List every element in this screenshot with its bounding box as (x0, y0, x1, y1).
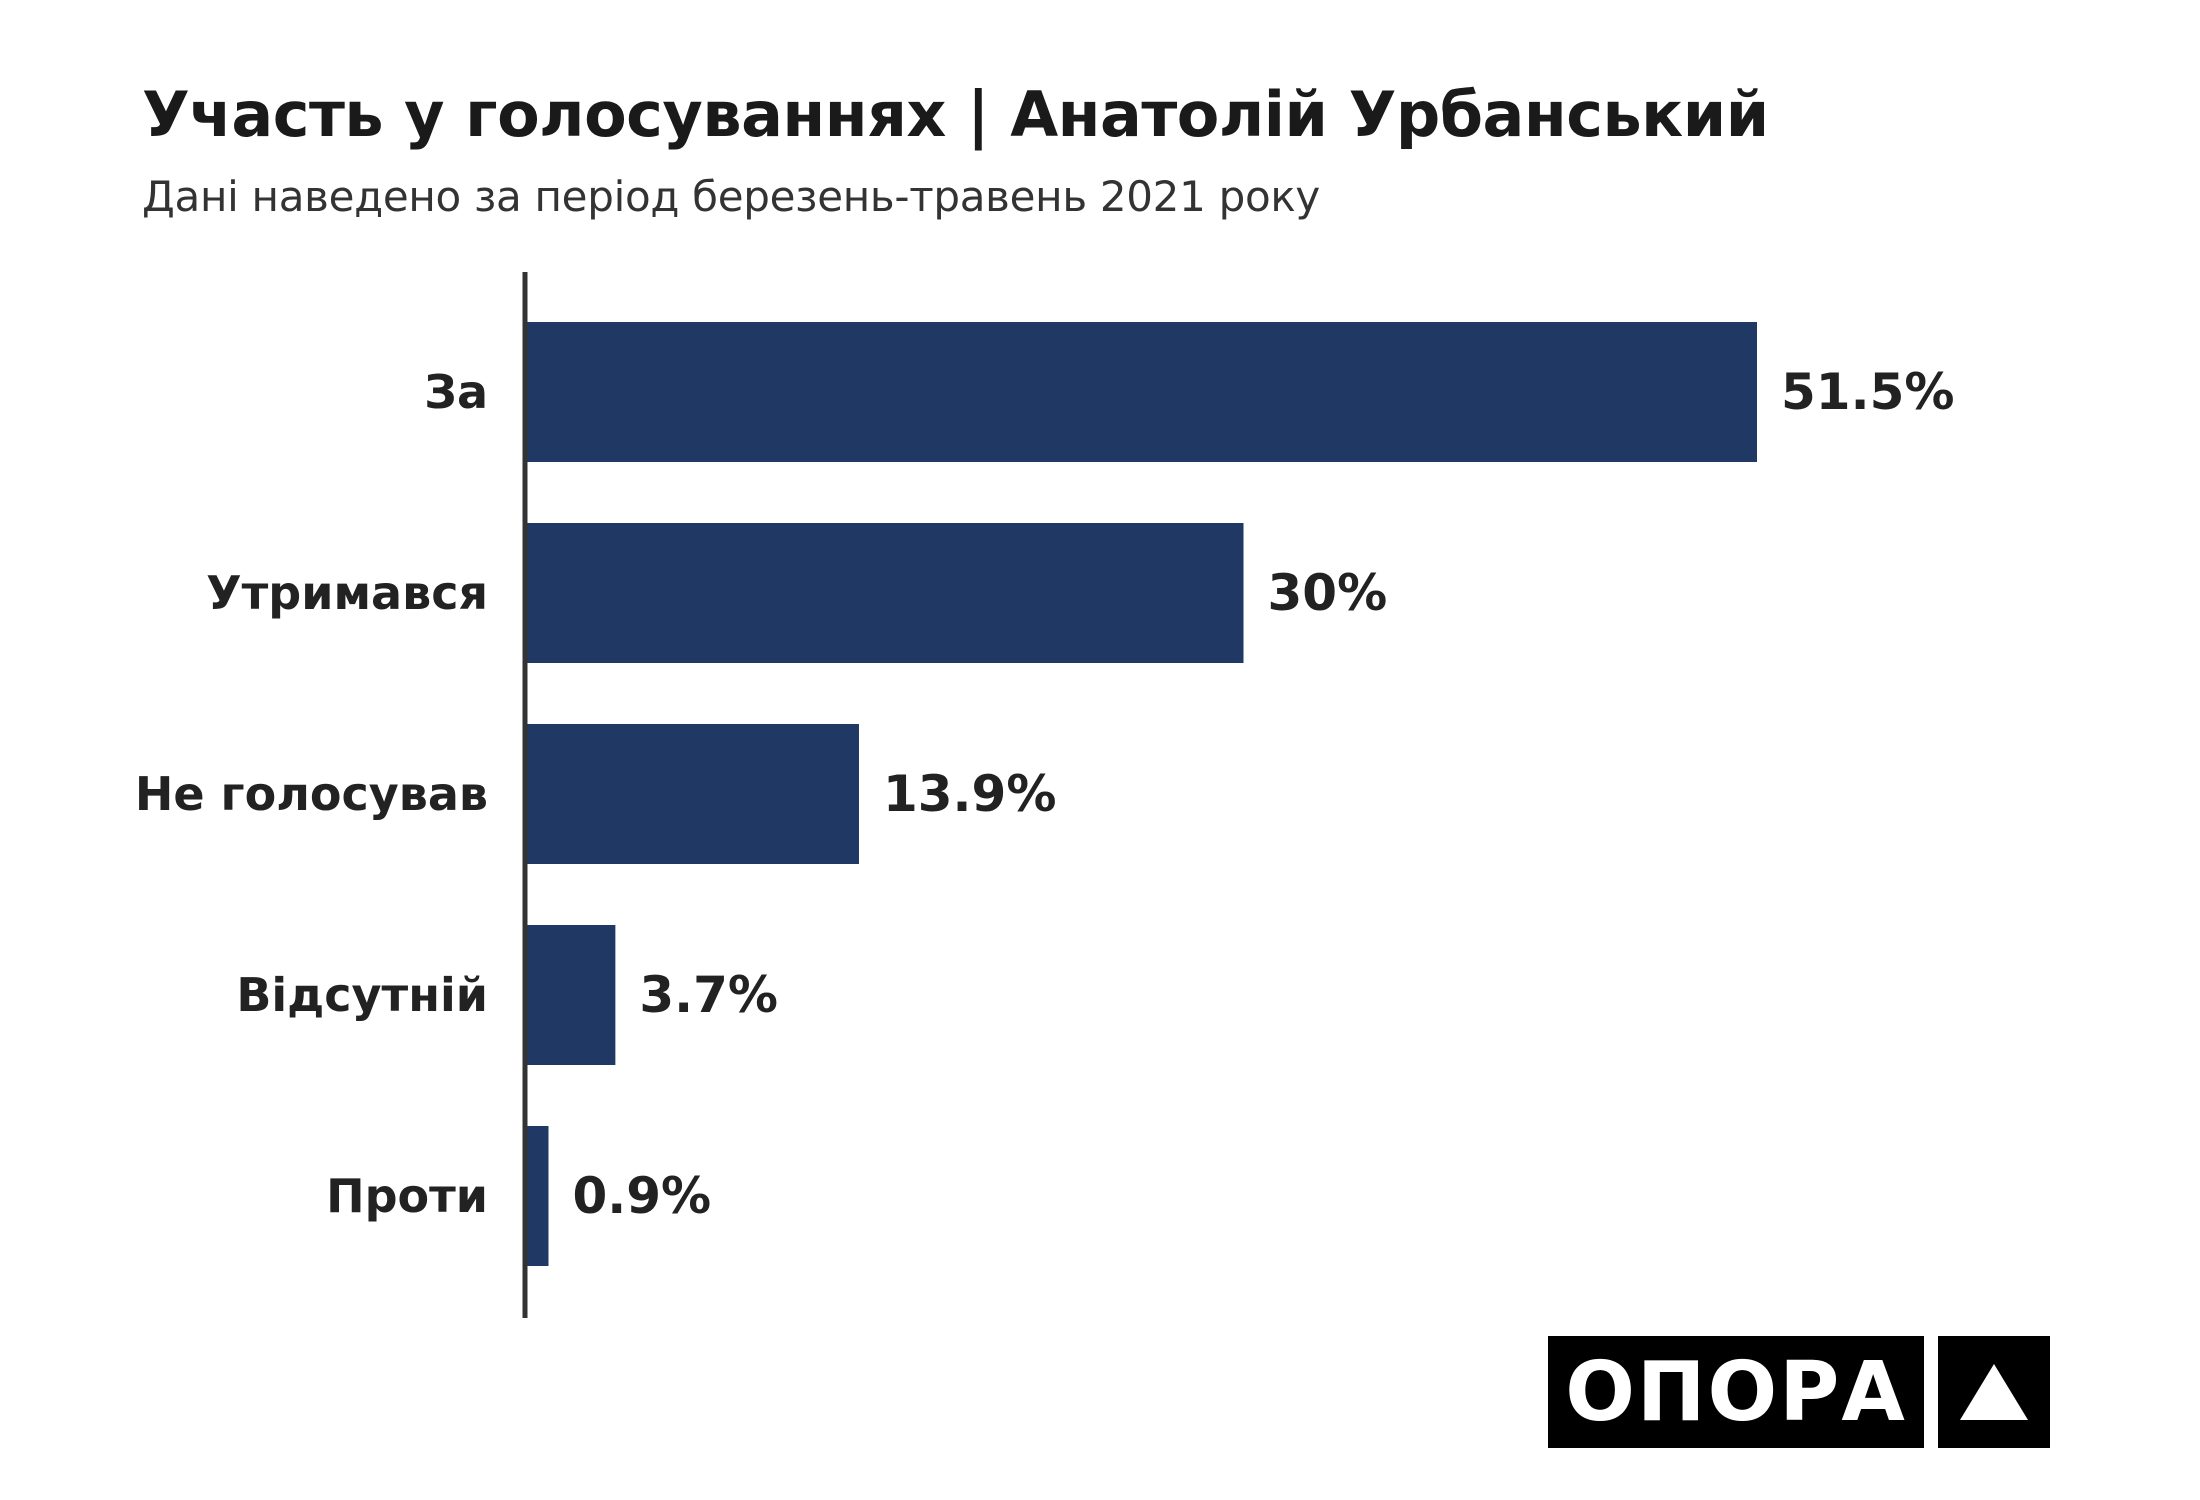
category-label-0: За (424, 365, 488, 419)
chart-subtitle: Дані наведено за період березень-травень… (142, 172, 1320, 221)
chart-title: Участь у голосуваннях | Анатолій Урбансь… (142, 78, 1769, 151)
bar-1 (527, 523, 1244, 663)
category-label-2: Не голосував (135, 767, 488, 821)
bar-0 (527, 322, 1757, 462)
logo-triangle-box (1938, 1336, 2050, 1448)
value-labels: 51.5% 30% 13.9% 3.7% 0.9% (572, 363, 1954, 1225)
value-label-4: 0.9% (572, 1167, 711, 1225)
triangle-icon (1960, 1364, 2028, 1420)
bar-2 (527, 724, 859, 864)
value-label-1: 30% (1268, 564, 1388, 622)
opora-logo: ОПОРА (1548, 1336, 1924, 1448)
value-label-3: 3.7% (639, 966, 778, 1024)
category-label-1: Утримався (206, 566, 488, 620)
logo-text: ОПОРА (1565, 1344, 1907, 1440)
value-label-2: 13.9% (883, 765, 1056, 823)
category-label-3: Відсутній (236, 968, 488, 1022)
bar-4 (527, 1126, 549, 1266)
category-label-4: Проти (326, 1169, 488, 1223)
category-labels: За Утримався Не голосував Відсутній Проти (135, 365, 488, 1223)
value-label-0: 51.5% (1781, 363, 1954, 421)
bar-3 (527, 925, 616, 1065)
bars-group (527, 322, 1757, 1266)
